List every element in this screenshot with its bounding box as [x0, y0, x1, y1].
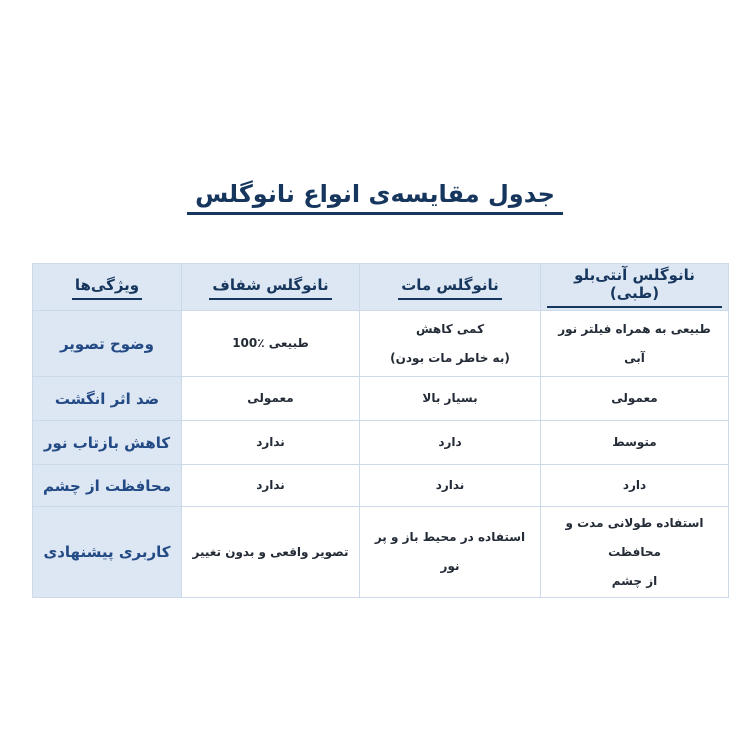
header-col-matte: نانوگلس مات — [359, 263, 541, 311]
value-cell-matte: دارد — [359, 420, 541, 465]
feature-cell: وضوح تصویر — [32, 310, 182, 377]
value-cell-antiblue: طبیعی به همراه فیلتر نور آبی — [540, 310, 729, 377]
comparison-table: ویژگی‌ها نانوگلس شفاف نانوگلس مات نانوگل… — [32, 263, 729, 599]
header-col-matte-label: نانوگلس مات — [398, 276, 502, 300]
feature-cell: کاربری پیشنهادی — [32, 505, 182, 599]
header-features-label: ویژگی‌ها — [71, 276, 143, 300]
value-cell-antiblue: دارد — [540, 464, 729, 507]
value-cell-transparent: ندارد — [181, 420, 360, 465]
page-title: جدول مقایسه‌ی انواع نانوگلس — [0, 180, 750, 215]
value-cell-antiblue: متوسط — [540, 420, 729, 465]
table-row-clarity: وضوح تصویر طبیعی ٪100 کمی کاهش (به خاطر … — [32, 310, 729, 377]
header-col-transparent-label: نانوگلس شفاف — [209, 276, 332, 300]
table-row-recommended-use: کاربری پیشنهادی تصویر واقعی و بدون تغییر… — [32, 505, 729, 599]
table-row-reflection: کاهش بازتاب نور ندارد دارد متوسط — [32, 420, 729, 465]
value-cell-matte: استفاده در محیط باز و پر نور — [359, 505, 541, 599]
page-title-text: جدول مقایسه‌ی انواع نانوگلس — [187, 180, 563, 215]
header-col-transparent: نانوگلس شفاف — [181, 263, 360, 311]
value-cell-transparent: طبیعی ٪100 — [181, 310, 360, 377]
value-cell-antiblue: استفاده طولانی مدت و محافظت از چشم — [540, 505, 729, 599]
value-cell-transparent: تصویر واقعی و بدون تغییر — [181, 505, 360, 599]
value-cell-matte: بسیار بالا — [359, 376, 541, 421]
header-features: ویژگی‌ها — [32, 263, 182, 311]
table-row-fingerprint: ضد اثر انگشت معمولی بسیار بالا معمولی — [32, 376, 729, 421]
feature-cell: کاهش بازتاب نور — [32, 420, 182, 465]
value-cell-antiblue: معمولی — [540, 376, 729, 421]
value-cell-transparent: معمولی — [181, 376, 360, 421]
table-row-eye-protection: محافظت از چشم ندارد ندارد دارد — [32, 464, 729, 507]
table-header-row: ویژگی‌ها نانوگلس شفاف نانوگلس مات نانوگل… — [32, 263, 729, 311]
header-col-antiblue-label: نانوگلس آنتی‌بلو (طبی) — [547, 266, 722, 308]
feature-cell: ضد اثر انگشت — [32, 376, 182, 421]
feature-cell: محافظت از چشم — [32, 464, 182, 507]
value-cell-transparent: ندارد — [181, 464, 360, 507]
header-col-antiblue: نانوگلس آنتی‌بلو (طبی) — [540, 263, 729, 311]
value-cell-matte: ندارد — [359, 464, 541, 507]
value-cell-matte: کمی کاهش (به خاطر مات بودن) — [359, 310, 541, 377]
